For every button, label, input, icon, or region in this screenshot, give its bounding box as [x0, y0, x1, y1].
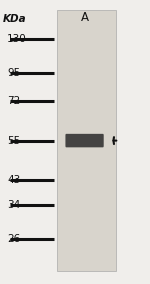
Text: 72: 72	[7, 96, 21, 106]
Text: KDa: KDa	[3, 14, 27, 24]
FancyBboxPatch shape	[65, 134, 104, 147]
Text: 43: 43	[7, 175, 21, 185]
Text: 26: 26	[7, 234, 21, 244]
Bar	[57, 10, 116, 272]
Text: 130: 130	[7, 34, 27, 44]
Text: A: A	[81, 11, 88, 24]
Text: 95: 95	[7, 68, 21, 78]
Text: 55: 55	[7, 135, 21, 146]
Text: 34: 34	[7, 200, 21, 210]
